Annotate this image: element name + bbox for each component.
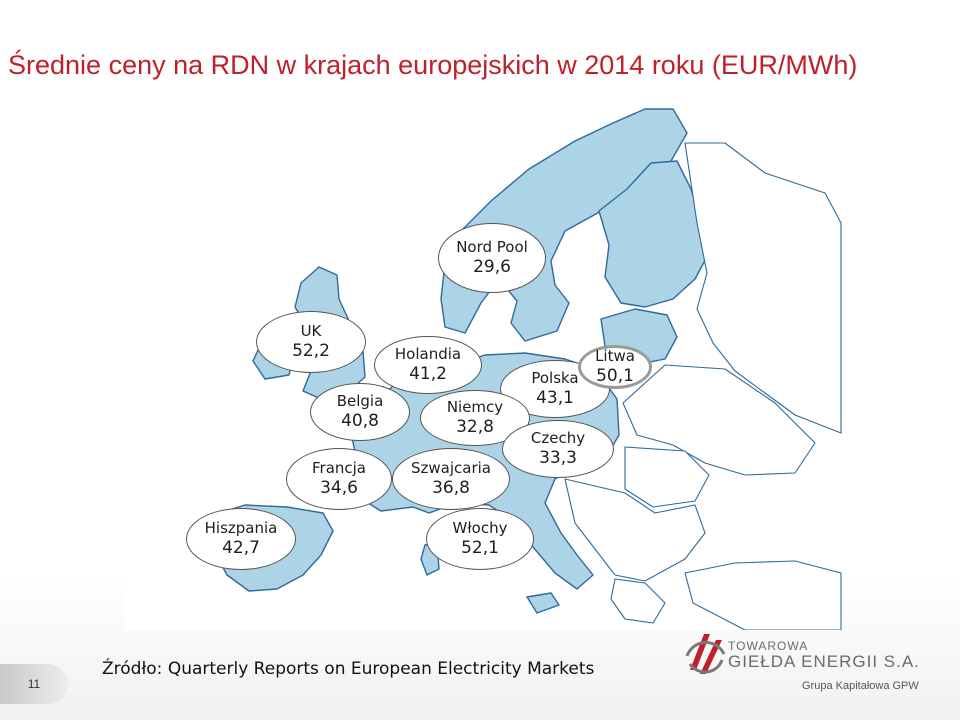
- market-label-wlochy: Włochy 52,1: [426, 508, 534, 570]
- market-price: 41,2: [409, 363, 447, 384]
- market-label-belgia: Belgia 40,8: [310, 383, 410, 441]
- market-label-szwajcaria: Szwajcaria 36,8: [392, 448, 510, 510]
- market-name: UK: [300, 322, 322, 340]
- romania-shape: [624, 446, 710, 508]
- balkans-shape: [564, 478, 706, 582]
- market-label-uk: UK 52,2: [256, 311, 366, 373]
- market-label-francja: Francja 34,6: [286, 448, 392, 510]
- market-price: 52,2: [292, 340, 330, 361]
- market-name: Francja: [311, 459, 366, 477]
- market-name: Czechy: [530, 429, 586, 447]
- market-name: Hiszpania: [204, 519, 278, 537]
- market-name: Polska: [531, 369, 579, 387]
- belarus-ukraine-shape: [622, 364, 816, 476]
- other-country-shapes: [564, 142, 842, 630]
- market-label-nord-pool: Nord Pool 29,6: [438, 223, 546, 293]
- market-name: Niemcy: [446, 398, 504, 416]
- finland-shape: [598, 160, 710, 308]
- market-name: Nord Pool: [456, 238, 528, 256]
- company-logo: TOWAROWA GIEŁDA ENERGII S.A. Grupa Kapit…: [684, 630, 934, 696]
- market-price: 32,8: [456, 416, 494, 437]
- turkey-shape: [684, 560, 842, 630]
- greece-shape: [610, 578, 666, 624]
- market-name: Litwa: [595, 347, 635, 365]
- market-name: Włochy: [452, 519, 508, 537]
- market-price: 34,6: [320, 477, 358, 498]
- page-number: 11: [0, 664, 68, 704]
- market-price: 42,7: [222, 537, 260, 558]
- logo-tagline: Grupa Kapitałowa GPW: [802, 680, 919, 692]
- source-note: Źródło: Quarterly Reports on European El…: [102, 659, 595, 679]
- market-price: 50,1: [596, 365, 634, 386]
- market-price: 36,8: [432, 477, 470, 498]
- logo-mark-icon: [685, 634, 726, 674]
- market-price: 29,6: [473, 256, 511, 277]
- market-price: 52,1: [461, 537, 499, 558]
- slide-title: Średnie ceny na RDN w krajach europejski…: [8, 50, 858, 80]
- market-name: Belgia: [336, 392, 384, 410]
- market-label-hiszpania: Hiszpania 42,7: [186, 508, 296, 570]
- market-name: Szwajcaria: [411, 459, 491, 477]
- market-label-holandia: Holandia 41,2: [374, 336, 482, 394]
- market-label-czechy: Czechy 33,3: [502, 420, 614, 478]
- logo-line-2: GIEŁDA ENERGII S.A.: [728, 652, 920, 671]
- market-price: 40,8: [341, 410, 379, 431]
- market-name: Holandia: [394, 345, 462, 363]
- logo-line-1: TOWAROWA: [728, 639, 809, 653]
- market-price: 33,3: [539, 447, 577, 468]
- russia-shape: [684, 142, 842, 434]
- market-label-litwa: Litwa 50,1: [578, 345, 652, 389]
- sicily-shape: [526, 592, 560, 614]
- market-price: 43,1: [536, 387, 574, 408]
